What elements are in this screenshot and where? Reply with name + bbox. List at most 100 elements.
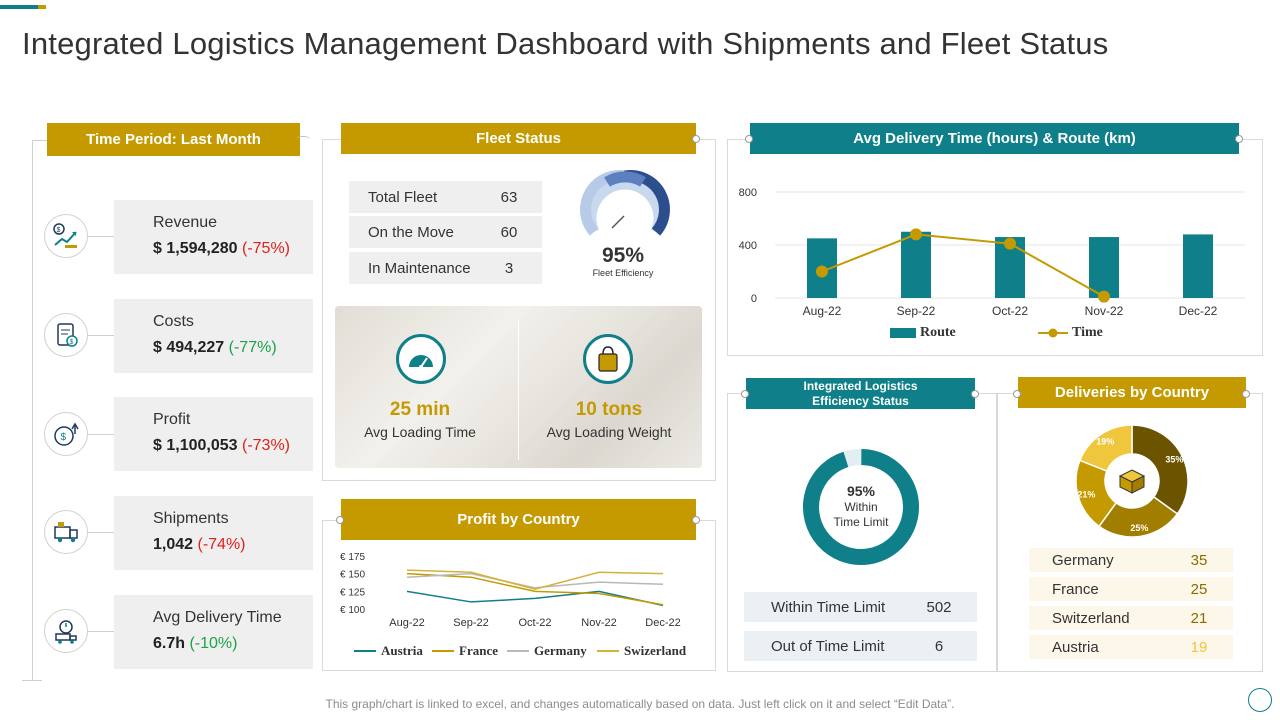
deliveries-row-label: Switzerland <box>1052 609 1130 627</box>
connector-dot <box>1013 390 1021 398</box>
fleet-row-value: 63 <box>500 188 518 206</box>
deliveries-row-austria: Austria 19 <box>1029 635 1233 659</box>
kpi-card-shipments[interactable]: Shipments 1,042 (-74%) <box>114 496 313 570</box>
kpi-connector <box>88 434 114 435</box>
deliveries-title: Deliveries by Country <box>1054 384 1210 401</box>
legend-label: Germany <box>534 643 587 658</box>
time-period-label: Time Period: Last Month <box>86 131 261 148</box>
efficiency-caption-2: Time Limit <box>833 515 889 529</box>
legend-label: France <box>459 643 498 658</box>
y-tick-label: € 150 <box>340 570 365 581</box>
y-tick-label: € 100 <box>340 605 365 616</box>
series-line-germany <box>406 572 664 589</box>
loading-weight-value: 10 tons <box>575 399 643 420</box>
fleet-row-maintenance: In Maintenance 3 <box>349 252 542 284</box>
fleet-row-value: 3 <box>504 259 514 277</box>
kpi-value: $ 494,227 (-77%) <box>153 339 313 357</box>
deliveries-row-value: 19 <box>1190 638 1208 656</box>
time-period-banner[interactable]: Time Period: Last Month <box>47 123 300 156</box>
y-tick-label: € 175 <box>340 552 365 563</box>
deliveries-row-value: 21 <box>1190 609 1208 627</box>
efficiency-caption-1: Within <box>844 500 878 514</box>
deliveries-banner[interactable]: Deliveries by Country <box>1018 377 1246 408</box>
profit-by-country-chart: € 175 € 150 € 125 € 100 Aug-22 Sep-22 Oct-22 No… <box>340 552 681 629</box>
connector-dot <box>1235 135 1243 143</box>
legend-label: Austria <box>381 643 423 658</box>
kpi-amount: $ 1,100,053 <box>153 437 238 454</box>
loading-time-label: Avg Loading Time <box>364 424 476 440</box>
kpi-card-avg-delivery-time[interactable]: Avg Delivery Time 6.7h (-10%) <box>114 595 313 669</box>
time-point <box>910 228 922 241</box>
connector-dot <box>745 135 753 143</box>
connector-dot <box>1242 390 1250 398</box>
fleet-row-value: 60 <box>500 223 518 241</box>
route-bar <box>901 231 931 298</box>
time-point <box>1098 290 1110 303</box>
kpi-connector-top <box>32 140 47 141</box>
kpi-card-revenue[interactable]: Revenue $ 1,594,280 (-75%) <box>114 200 313 274</box>
efficiency-row-value: 502 <box>926 598 952 616</box>
fleet-efficiency-gauge <box>580 170 670 236</box>
x-tick-label: Aug-22 <box>803 304 842 318</box>
deliveries-row-value: 25 <box>1190 580 1208 598</box>
efficiency-donut <box>803 449 919 565</box>
efficiency-row-label: Out of Time Limit <box>771 637 885 655</box>
kpi-connector <box>88 532 114 533</box>
connector-dot <box>336 516 344 524</box>
efficiency-banner[interactable]: Integrated Logistics Efficiency Status <box>746 378 975 409</box>
x-tick-label: Nov-22 <box>581 617 616 629</box>
connector-dot <box>692 135 700 143</box>
deliveries-row-label: France <box>1052 580 1099 598</box>
kpi-connector <box>88 236 114 237</box>
avg-delivery-banner[interactable]: Avg Delivery Time (hours) & Route (km) <box>750 123 1239 154</box>
kpi-label: Costs <box>153 313 194 330</box>
delivery-truck-icon <box>44 510 88 554</box>
svg-text:$: $ <box>70 339 74 346</box>
legend-route: Route <box>890 325 956 341</box>
kpi-connector <box>88 335 114 336</box>
profit-country-title: Profit by Country <box>457 511 580 528</box>
legend-swatch <box>507 650 529 652</box>
kpi-change: (-10%) <box>189 635 238 652</box>
legend-swatch <box>432 650 454 652</box>
fleet-status-banner[interactable]: Fleet Status <box>341 123 696 154</box>
connector-dot <box>692 516 700 524</box>
x-tick-label: Dec-22 <box>645 617 680 629</box>
kpi-amount: $ 1,594,280 <box>153 240 238 257</box>
kpi-connector-bottom <box>22 680 42 681</box>
fleet-row-label: In Maintenance <box>368 259 471 277</box>
x-tick-label: Sep-22 <box>453 617 488 629</box>
fleet-row-moving: On the Move 60 <box>349 216 542 248</box>
deliveries-row-label: Austria <box>1052 638 1099 656</box>
kpi-label: Avg Delivery Time <box>153 609 282 626</box>
photo-divider <box>518 320 519 460</box>
legend-label: Time <box>1072 325 1103 340</box>
fleet-status-title: Fleet Status <box>475 130 562 147</box>
legend-time: Time <box>1038 325 1103 341</box>
deliveries-row-label: Germany <box>1052 551 1114 569</box>
slice-france <box>1098 495 1179 538</box>
legend-austria: Austria <box>354 643 423 659</box>
kpi-value: $ 1,100,053 (-73%) <box>153 437 313 455</box>
time-line <box>821 233 1105 298</box>
money-growth-icon: $ <box>44 214 88 258</box>
kpi-amount: $ 494,227 <box>153 339 225 356</box>
series-line-swizerland <box>406 569 664 590</box>
connector-dot <box>971 390 979 398</box>
legend-label: Swizerland <box>624 643 687 658</box>
kpi-label: Profit <box>153 411 191 428</box>
x-tick-label: Sep-22 <box>897 304 936 318</box>
kpi-card-costs[interactable]: Costs $ 494,227 (-77%) <box>114 299 313 373</box>
profit-country-banner[interactable]: Profit by Country <box>341 499 696 540</box>
efficiency-row-label: Within Time Limit <box>771 598 886 616</box>
kpi-change: (-73%) <box>241 437 290 454</box>
svg-text:$: $ <box>61 432 67 443</box>
kpi-change: (-74%) <box>197 536 246 553</box>
x-tick-label: Aug-22 <box>389 617 424 629</box>
loading-time-value: 25 min <box>389 399 451 420</box>
kpi-change: (-75%) <box>241 240 290 257</box>
connector-stub <box>296 136 310 142</box>
fleet-row-total: Total Fleet 63 <box>349 181 542 213</box>
kpi-card-profit[interactable]: Profit $ 1,100,053 (-73%) <box>114 397 313 471</box>
fleet-row-label: On the Move <box>368 223 454 241</box>
